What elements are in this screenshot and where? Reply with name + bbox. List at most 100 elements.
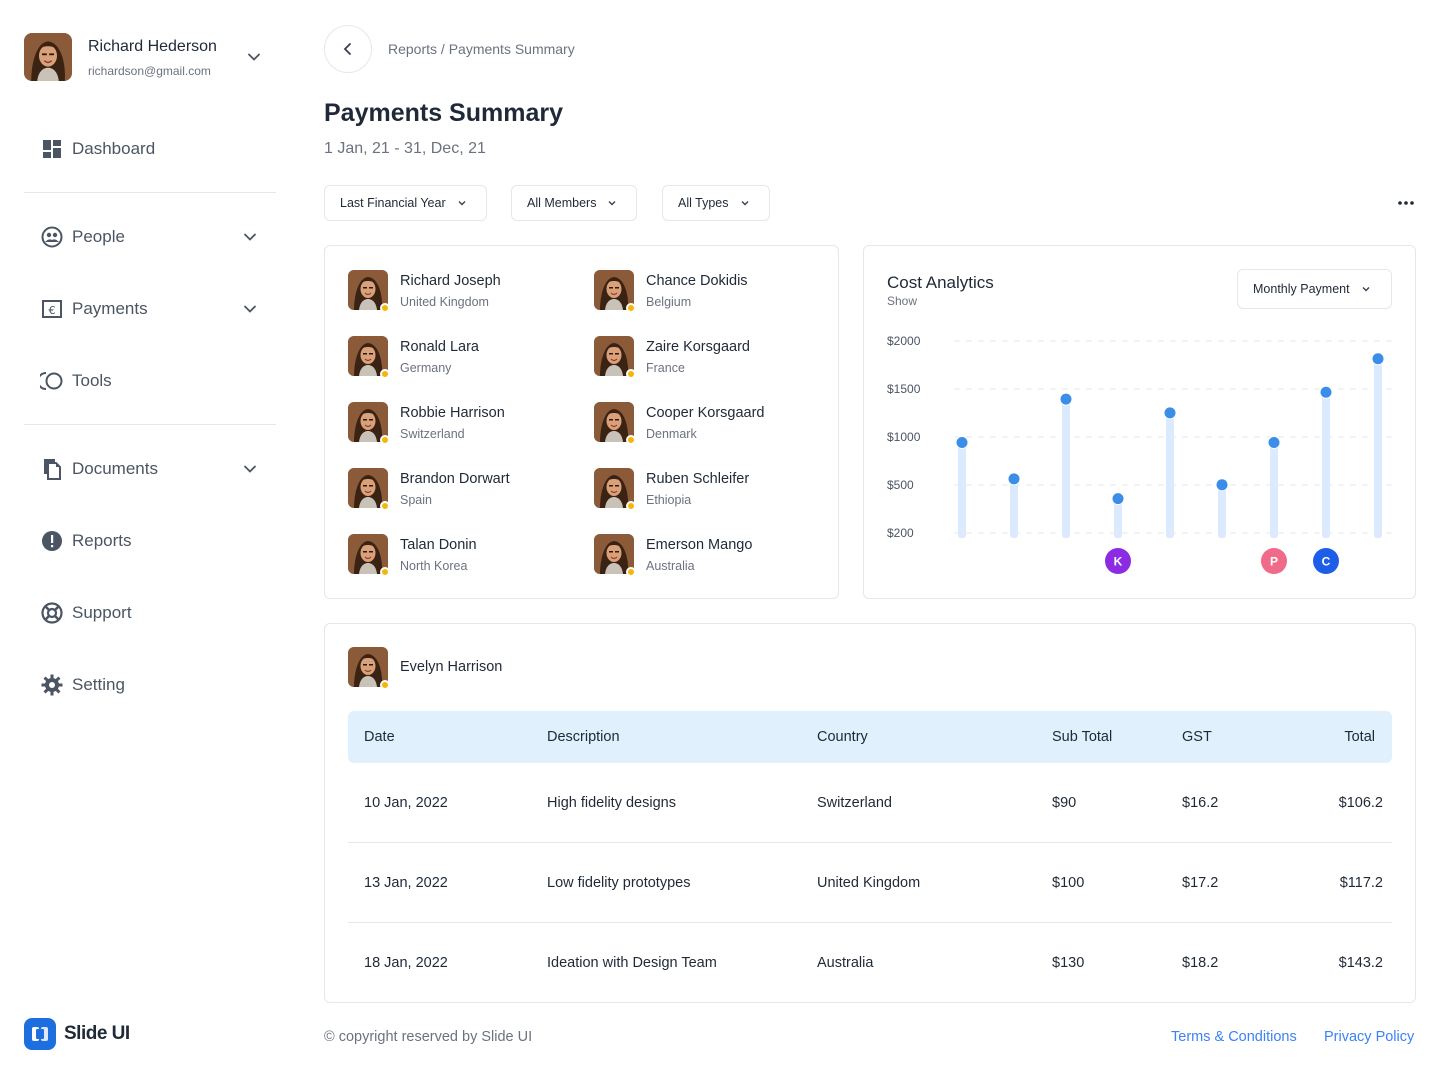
date-range: 1 Jan, 21 - 31, Dec, 21 [324,140,486,157]
tools-icon [40,369,64,393]
member-name: Richard Joseph [400,273,501,289]
member-item[interactable]: Robbie Harrison Switzerland [348,402,578,446]
column-header-country[interactable]: Country [817,729,868,745]
member-country: Switzerland [400,427,465,441]
status-dot [380,369,390,379]
status-dot [626,369,636,379]
member-name: Brandon Dorwart [400,471,510,487]
breadcrumb[interactable]: Reports / Payments Summary [388,41,575,57]
back-button[interactable] [324,25,372,73]
data-stem [958,442,966,538]
member-item[interactable]: Ronald Lara Germany [348,336,578,380]
page-title: Payments Summary [324,99,564,127]
member-item[interactable]: Richard Joseph United Kingdom [348,270,578,314]
member-name: Talan Donin [400,537,477,553]
member-item[interactable]: Zaire Korsgaard France [594,336,824,380]
member-country: Germany [400,361,452,375]
more-options-button[interactable] [1394,192,1418,214]
data-point [1008,473,1020,485]
brand-name: Slide UI [64,1023,130,1044]
user-profile[interactable]: Richard Hederson richardson@gmail.com [24,33,274,81]
data-point [1164,407,1176,419]
member-country: Belgium [646,295,692,309]
member-name: Robbie Harrison [400,405,505,421]
chevron-down-icon[interactable] [244,47,264,67]
chevron-down-icon[interactable] [240,299,260,319]
table-row[interactable]: 13 Jan, 2022 Low fidelity prototypes Uni… [348,843,1392,923]
status-dot [626,435,636,445]
sidebar-item-tools[interactable]: Tools [40,361,270,401]
data-point [1112,493,1124,505]
member-country: Ethiopia [646,493,692,507]
chevron-down-icon[interactable] [240,459,260,479]
sidebar-item-payments[interactable]: € Payments [40,289,270,329]
data-stem [1218,484,1226,538]
sidebar-item-dashboard[interactable]: Dashboard [40,129,270,169]
data-stem [1166,412,1174,538]
member-item[interactable]: Chance Dokidis Belgium [594,270,824,314]
y-tick-label: $1500 [887,382,921,396]
table-row[interactable]: 18 Jan, 2022 Ideation with Design Team A… [348,923,1392,1003]
members-filter[interactable]: All Members [511,185,637,221]
column-header-total[interactable]: Total [1344,729,1375,745]
terms-link[interactable]: Terms & Conditions [1171,1029,1297,1045]
column-header-sub-total[interactable]: Sub Total [1052,729,1113,745]
cell-description: High fidelity designs [547,794,676,811]
data-point [1320,386,1332,398]
sidebar-item-label: Reports [72,531,132,550]
column-header-gst[interactable]: GST [1182,729,1212,745]
cell-gst: $18.2 [1182,955,1219,971]
members-card: Richard Joseph United Kingdom Chance Dok… [324,245,839,599]
slide-ui-logo-icon [24,1018,56,1050]
more-horizontal-icon [1398,201,1414,205]
cell-total: $106.2 [1338,794,1383,811]
avatar [1053,548,1079,574]
chevron-down-icon [1362,287,1370,292]
avatar [1209,548,1235,574]
table-row[interactable]: 10 Jan, 2022 High fidelity designs Switz… [348,763,1392,843]
member-name: Zaire Korsgaard [646,339,750,355]
member-country: North Korea [400,559,468,573]
sidebar-item-documents[interactable]: Documents [40,449,270,489]
cost-analytics-chart: $2000 $1500 $1000 $500 $200 K P C [887,334,1392,574]
cell-description: Ideation with Design Team [547,955,717,971]
column-header-description[interactable]: Description [547,729,620,745]
sidebar-item-label: Tools [72,371,112,390]
cell-country: Switzerland [817,794,892,811]
cell-date: 10 Jan, 2022 [364,794,448,811]
chevron-down-icon[interactable] [240,227,260,247]
reports-icon [40,529,64,553]
brand-logo[interactable]: Slide UI [24,1018,130,1050]
member-item[interactable]: Talan Donin North Korea [348,534,578,578]
data-stem [1010,478,1018,538]
period-filter[interactable]: Last Financial Year [324,185,487,221]
column-header-date[interactable]: Date [364,729,395,745]
member-item[interactable]: Brandon Dorwart Spain [348,468,578,512]
member-item[interactable]: Emerson Mango Australia [594,534,824,578]
privacy-link[interactable]: Privacy Policy [1324,1029,1415,1045]
dashboard-icon [40,137,64,161]
sidebar-item-setting[interactable]: Setting [40,665,270,705]
cost-analytics-card: $2000 $1500 $1000 $500 $200 K P C Cost Analytic… [863,245,1416,599]
data-stem [1114,498,1122,538]
avatar [24,33,72,81]
y-tick-label: $1000 [887,430,921,444]
types-filter[interactable]: All Types [662,185,770,221]
avatar [1365,548,1391,574]
sidebar-item-support[interactable]: Support [40,593,270,633]
sidebar-item-people[interactable]: People [40,217,270,257]
cell-country: Australia [817,955,874,971]
user-name: Richard Hederson [88,38,217,55]
transactions-card: Evelyn Harrison Date Description Country… [324,623,1416,1003]
sidebar-item-reports[interactable]: Reports [40,521,270,561]
monthly-payment-dropdown[interactable]: Monthly Payment [1237,269,1392,309]
member-item[interactable]: Cooper Korsgaard Denmark [594,402,824,446]
data-stem [1270,442,1278,538]
data-stem [1322,392,1330,538]
sidebar: Richard Hederson richardson@gmail.com Da… [0,0,300,1083]
data-point [1060,393,1072,405]
cell-gst: $17.2 [1182,874,1219,891]
data-point [1268,436,1280,448]
avatar [1001,548,1027,574]
member-item[interactable]: Ruben Schleifer Ethiopia [594,468,824,512]
